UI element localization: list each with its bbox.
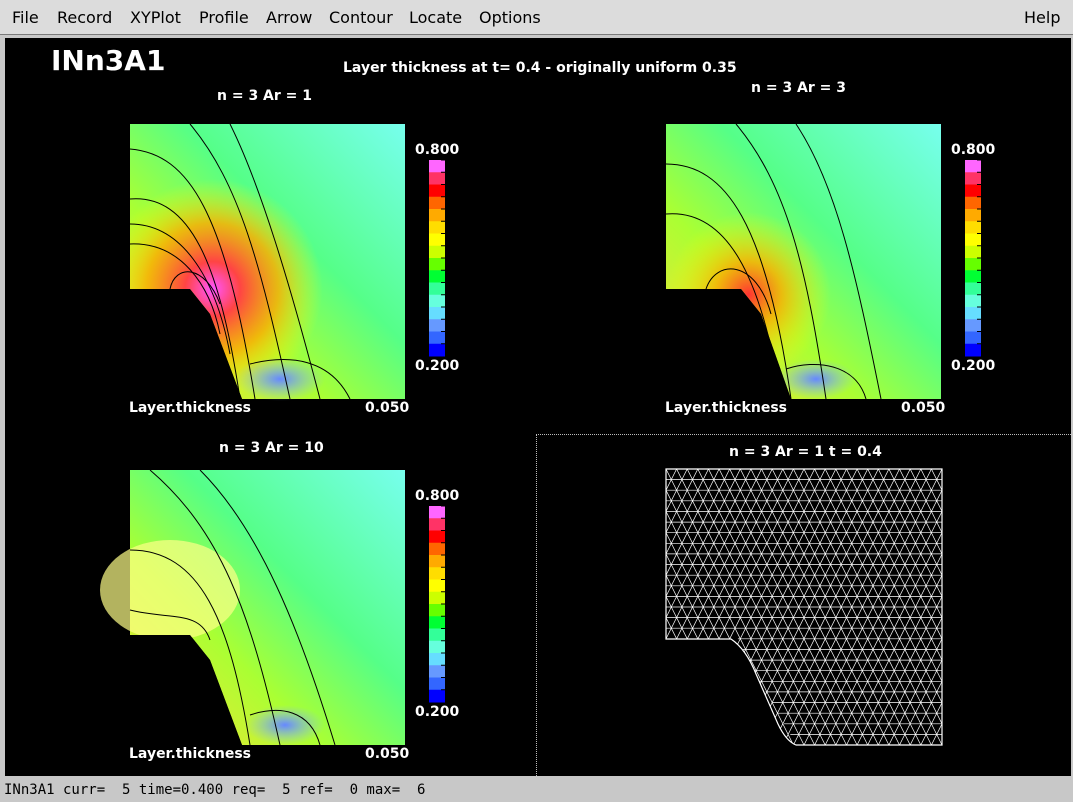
mesh-panel-frame xyxy=(536,434,1071,776)
colorbar-swatch xyxy=(429,282,445,296)
panel-1-cmin: 0.200 xyxy=(415,358,460,374)
panel-3-interval: 0.050 xyxy=(365,746,410,762)
colorbar-swatch xyxy=(429,258,445,271)
colorbar-swatch xyxy=(429,233,445,247)
colorbar-swatch xyxy=(429,689,445,703)
colorbar-swatch xyxy=(965,282,981,296)
menu-xyplot[interactable]: XYPlot xyxy=(130,8,181,27)
colorbar-swatch xyxy=(965,319,981,332)
panel-1-title: n = 3 Ar = 1 xyxy=(217,88,313,104)
colorbar-swatch xyxy=(965,172,981,185)
menu-options[interactable]: Options xyxy=(479,8,541,27)
plot-graphics xyxy=(100,123,981,746)
colorbar-swatch xyxy=(429,245,445,259)
colorbar-swatch xyxy=(429,677,445,691)
colorbar-swatch xyxy=(429,196,445,210)
plot-canvas: INn3A1 Layer thickness at t= 0.4 - origi… xyxy=(5,38,1071,776)
contour-panel-2 xyxy=(665,123,941,400)
menu-locate[interactable]: Locate xyxy=(409,8,463,27)
colorbar-3-swatches xyxy=(429,505,445,703)
panel-1-field: Layer.thickness xyxy=(129,400,251,416)
panel-1-cmax: 0.800 xyxy=(415,142,460,158)
mesh-panel-title: n = 3 Ar = 1 t = 0.4 xyxy=(729,444,882,460)
mesh-outline xyxy=(665,468,943,746)
colorbar-swatch xyxy=(429,542,445,556)
menu-arrow[interactable]: Arrow xyxy=(266,8,313,27)
colorbar-swatch xyxy=(965,196,981,210)
colorbar-swatch xyxy=(429,579,445,593)
mesh-panel xyxy=(665,468,943,746)
colorbar-swatch xyxy=(429,506,445,519)
colorbar-swatch xyxy=(429,160,445,173)
colorbar-swatch xyxy=(965,258,981,271)
colorbar-swatch xyxy=(429,270,445,283)
colorbar-swatch xyxy=(429,640,445,654)
menu-profile[interactable]: Profile xyxy=(199,8,249,27)
colorbar-swatch xyxy=(965,270,981,283)
colorbar-swatch xyxy=(965,307,981,320)
colorbar-swatch xyxy=(429,653,445,666)
colorbar-swatch xyxy=(429,343,445,357)
colorbar-swatch xyxy=(429,567,445,580)
panel-2-cmin: 0.200 xyxy=(951,358,996,374)
panel-2-field: Layer.thickness xyxy=(665,400,787,416)
colorbar-swatch xyxy=(965,221,981,234)
panel-2-title: n = 3 Ar = 3 xyxy=(751,80,847,96)
figure-title: Layer thickness at t= 0.4 - originally u… xyxy=(343,60,737,76)
panel-2-cmax: 0.800 xyxy=(951,142,996,158)
colorbar-swatch xyxy=(429,665,445,678)
menu-bar: File Record XYPlot Profile Arrow Contour… xyxy=(0,0,1073,35)
colorbar-swatch xyxy=(429,616,445,629)
contour-panel-1 xyxy=(129,123,405,401)
panel-3-cmin: 0.200 xyxy=(415,704,460,720)
menu-help[interactable]: Help xyxy=(1024,8,1061,27)
colorbar-swatch xyxy=(429,172,445,185)
colorbar-swatch xyxy=(429,294,445,308)
mesh-lines xyxy=(666,469,942,745)
colorbar-swatch xyxy=(429,555,445,568)
colorbar-swatch xyxy=(429,184,445,198)
colorbar-2-swatches xyxy=(965,159,981,357)
colorbar-swatch xyxy=(429,628,445,642)
colorbar-swatch xyxy=(965,233,981,247)
panel-1-interval: 0.050 xyxy=(365,400,410,416)
colorbar-swatch xyxy=(965,294,981,308)
colorbar-1-swatches xyxy=(429,159,445,357)
menu-file[interactable]: File xyxy=(12,8,39,27)
status-text: INn3A1 curr= 5 time=0.400 req= 5 ref= 0 … xyxy=(4,782,426,798)
panel-3-cmax: 0.800 xyxy=(415,488,460,504)
colorbar-swatch xyxy=(429,604,445,617)
colorbar-swatch xyxy=(965,331,981,345)
colorbar-swatch xyxy=(429,221,445,234)
colorbar-swatch xyxy=(429,209,445,222)
colorbar-swatch xyxy=(429,331,445,345)
colorbar-swatch xyxy=(965,160,981,173)
colorbar-swatch xyxy=(429,530,445,544)
menu-record[interactable]: Record xyxy=(57,8,113,27)
colorbar-swatch xyxy=(965,343,981,357)
colorbar-swatch xyxy=(429,319,445,332)
colorbar-swatch xyxy=(965,245,981,259)
colorbar-swatch xyxy=(965,184,981,198)
contour-panel-3 xyxy=(100,469,405,746)
colorbar-swatch xyxy=(429,591,445,605)
status-bar: INn3A1 curr= 5 time=0.400 req= 5 ref= 0 … xyxy=(0,779,1073,802)
menu-contour[interactable]: Contour xyxy=(329,8,393,27)
run-name: INn3A1 xyxy=(51,44,166,77)
panel-3-field: Layer.thickness xyxy=(129,746,251,762)
colorbar-swatch xyxy=(429,518,445,531)
panel-2-interval: 0.050 xyxy=(901,400,946,416)
colorbar-swatch xyxy=(965,209,981,222)
panel-3-title: n = 3 Ar = 10 xyxy=(219,440,324,456)
colorbar-swatch xyxy=(429,307,445,320)
